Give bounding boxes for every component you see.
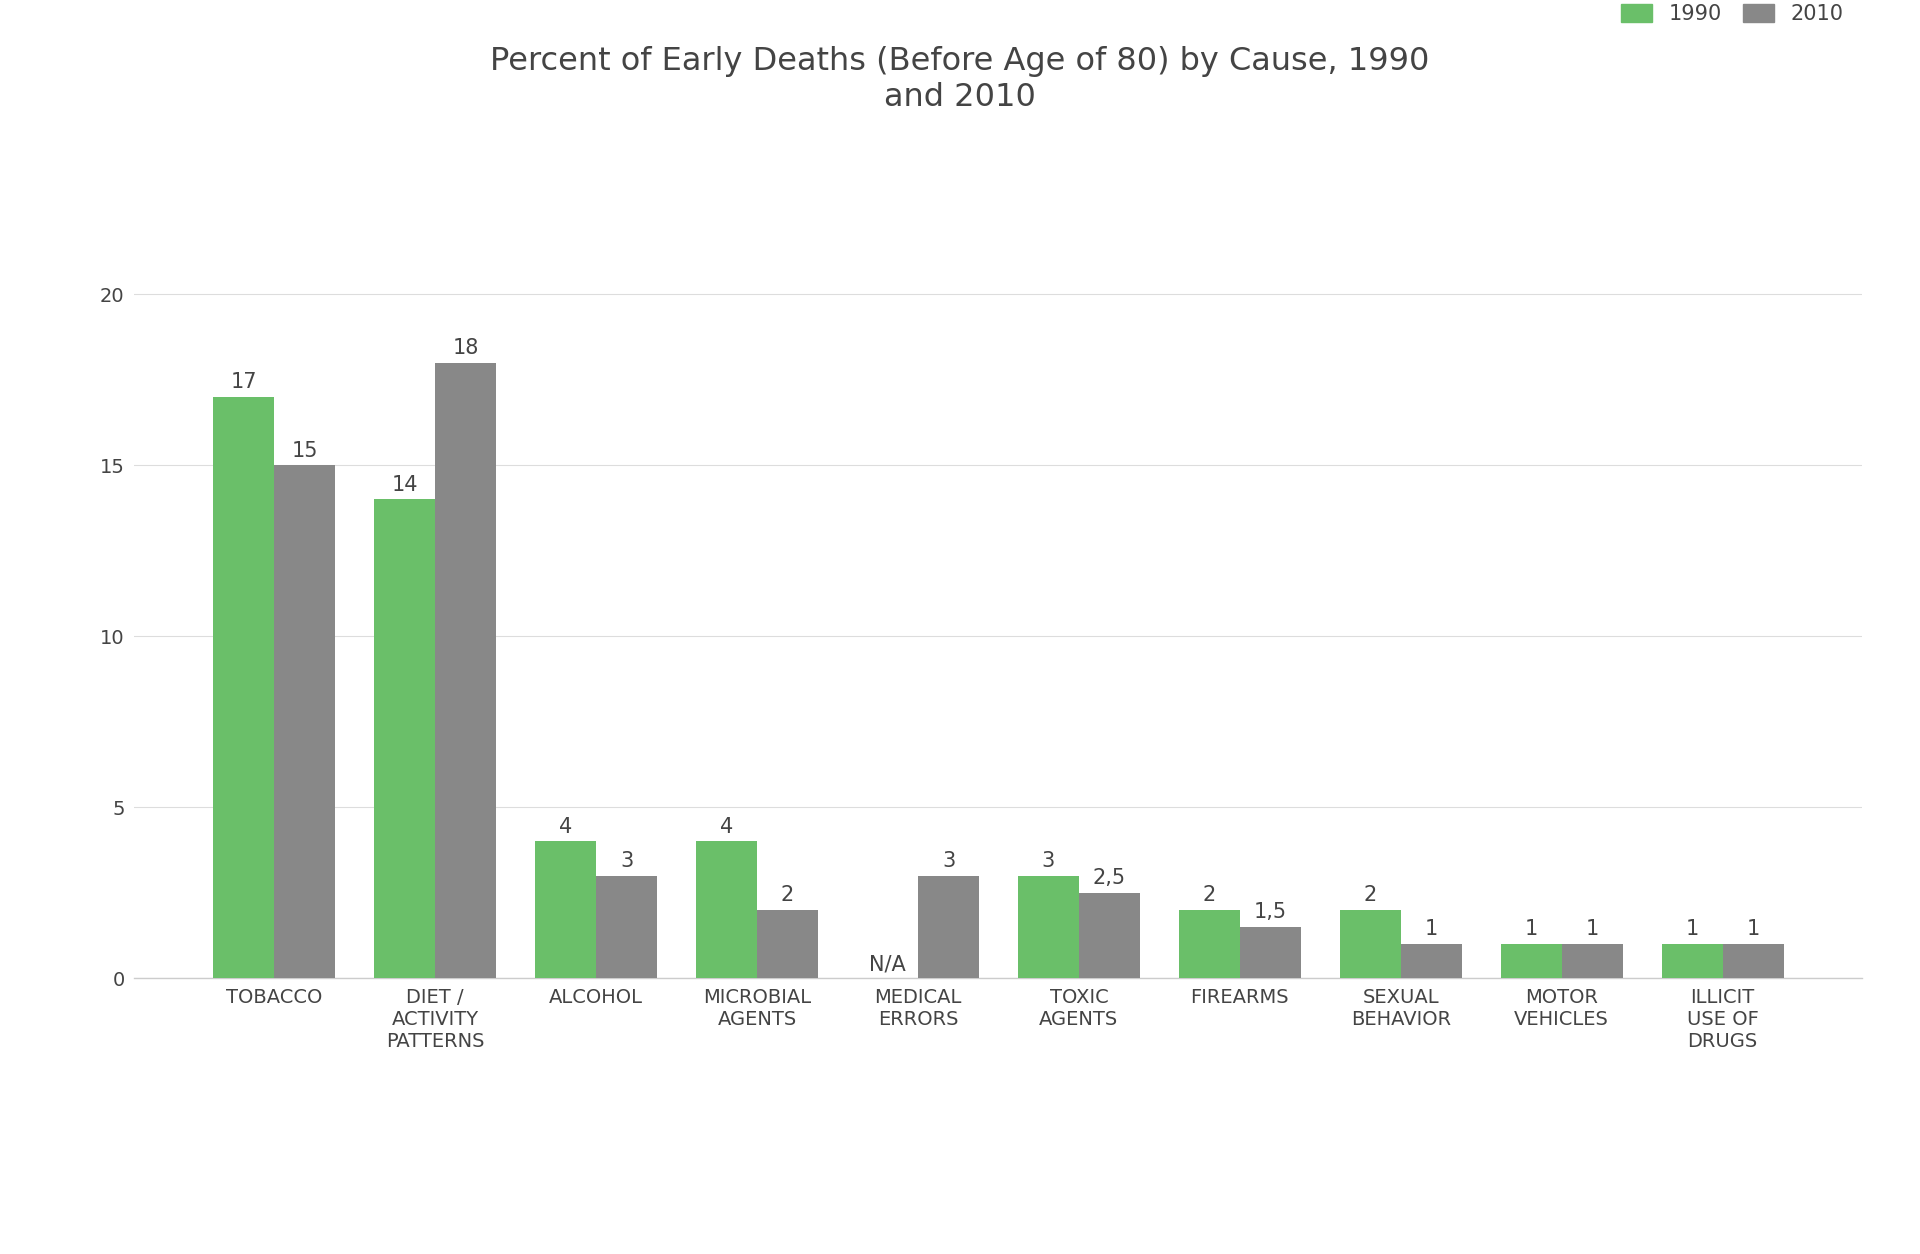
Text: 2,5: 2,5 [1092,868,1125,888]
Text: 1: 1 [1524,919,1538,939]
Bar [1402,944,1461,978]
Text: 1: 1 [1747,919,1761,939]
Text: 4: 4 [720,816,733,836]
Legend: 1990, 2010: 1990, 2010 [1613,0,1853,33]
Bar [1661,944,1722,978]
Text: 1: 1 [1425,919,1438,939]
Bar [1501,944,1561,978]
Text: 15: 15 [292,440,319,460]
Text: 1: 1 [1686,919,1699,939]
Bar [213,396,275,978]
Bar [1079,893,1140,978]
Bar [1561,944,1622,978]
Bar [695,841,756,978]
Bar [1179,909,1240,978]
Bar [756,909,818,978]
Text: N/A: N/A [870,954,906,974]
Bar [536,841,595,978]
Text: 3: 3 [1043,851,1054,872]
Bar [1340,909,1402,978]
Text: 1,5: 1,5 [1254,903,1286,923]
Bar [275,465,336,978]
Bar [436,362,495,978]
Bar [1240,927,1302,978]
Text: Percent of Early Deaths (Before Age of 80) by Cause, 1990
and 2010: Percent of Early Deaths (Before Age of 8… [490,46,1430,113]
Text: 1: 1 [1586,919,1599,939]
Bar [918,875,979,978]
Bar [1018,875,1079,978]
Text: 14: 14 [392,475,419,495]
Text: 2: 2 [781,885,795,905]
Text: 4: 4 [559,816,572,836]
Text: 2: 2 [1202,885,1215,905]
Bar [374,499,436,978]
Bar [595,875,657,978]
Text: 3: 3 [620,851,634,872]
Text: 3: 3 [943,851,954,872]
Text: 18: 18 [453,339,478,359]
Bar [1722,944,1784,978]
Text: 17: 17 [230,372,257,393]
Text: 2: 2 [1363,885,1377,905]
